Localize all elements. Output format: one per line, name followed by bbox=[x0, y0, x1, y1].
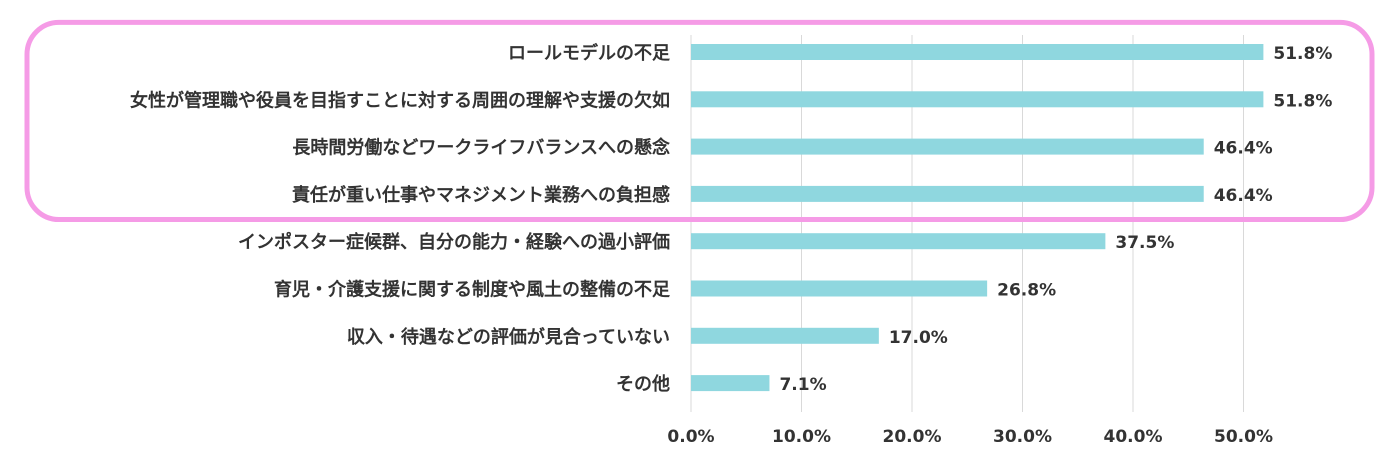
value-label: 37.5% bbox=[1115, 233, 1174, 253]
value-label: 26.8% bbox=[997, 281, 1056, 301]
x-tick-label: 50.0% bbox=[1214, 427, 1273, 447]
x-tick-label: 10.0% bbox=[772, 427, 831, 447]
category-labels: ロールモデルの不足女性が管理職や役員を目指すことに対する周囲の理解や支援の欠如長… bbox=[130, 42, 670, 395]
bars bbox=[691, 44, 1264, 392]
bar bbox=[691, 44, 1264, 60]
value-label: 51.8% bbox=[1273, 44, 1332, 64]
category-label: 女性が管理職や役員を目指すことに対する周囲の理解や支援の欠如 bbox=[130, 89, 670, 111]
bar bbox=[691, 327, 879, 344]
category-label: インポスター症候群、自分の能力・経験への過小評価 bbox=[238, 231, 670, 253]
category-label: 収入・待遇などの評価が見合っていない bbox=[347, 326, 670, 348]
value-labels: 51.8% 51.8% 46.4% 46.4% 37.5% 26.8% 17.0% 7.1% bbox=[779, 44, 1332, 395]
value-label: 17.0% bbox=[889, 328, 948, 348]
value-label: 7.1% bbox=[779, 375, 826, 395]
bar bbox=[691, 91, 1264, 108]
bar bbox=[691, 185, 1204, 202]
x-tick-label: 20.0% bbox=[883, 427, 942, 447]
bar bbox=[691, 138, 1204, 155]
category-label: 育児・介護支援に関する制度や風土の整備の不足 bbox=[274, 279, 670, 301]
value-label: 46.4% bbox=[1214, 186, 1273, 206]
category-label: その他 bbox=[616, 373, 670, 395]
category-label: 長時間労働などワークライフバランスへの懸念 bbox=[292, 137, 670, 159]
value-label: 51.8% bbox=[1273, 91, 1332, 111]
value-label: 46.4% bbox=[1214, 139, 1273, 159]
x-tick-label: 30.0% bbox=[993, 427, 1052, 447]
bar bbox=[691, 233, 1106, 250]
category-label: 責任が重い仕事やマネジメント業務への負担感 bbox=[292, 184, 670, 206]
x-axis-ticks: 0.0% 10.0% 20.0% 30.0% 40.0% 50.0% bbox=[667, 427, 1273, 447]
bar bbox=[691, 375, 770, 392]
highlight-border bbox=[24, 19, 1375, 223]
x-tick-label: 40.0% bbox=[1104, 427, 1163, 447]
bar bbox=[691, 280, 988, 297]
highlight-frame bbox=[24, 19, 1375, 223]
category-label: ロールモデルの不足 bbox=[508, 42, 670, 64]
x-tick-label: 0.0% bbox=[667, 427, 714, 447]
